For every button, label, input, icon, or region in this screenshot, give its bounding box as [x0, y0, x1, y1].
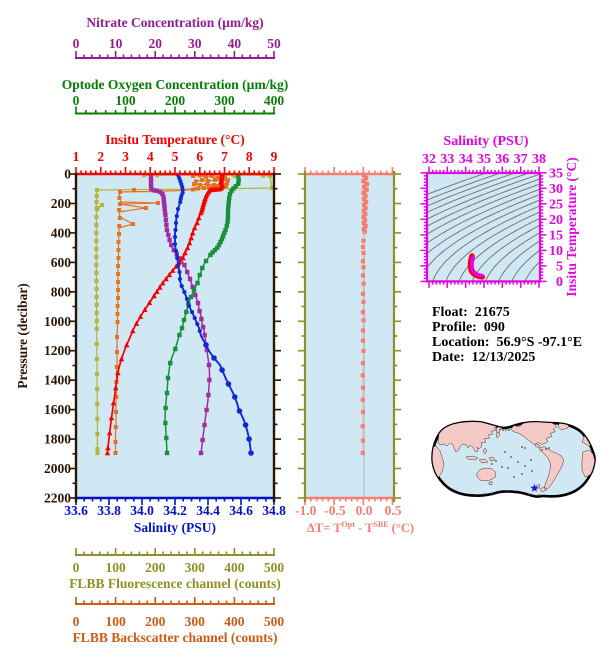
svg-text:32: 32 — [422, 152, 436, 167]
svg-text:100: 100 — [105, 560, 126, 575]
svg-text:Insitu Temperature (°C): Insitu Temperature (°C) — [105, 132, 244, 147]
svg-text:Profile: 090: Profile: 090 — [432, 320, 505, 335]
svg-text:0.5: 0.5 — [385, 503, 402, 518]
svg-text:35: 35 — [477, 152, 491, 167]
svg-text:Date: 12/13/2025: Date: 12/13/2025 — [432, 350, 535, 365]
svg-text:50: 50 — [267, 36, 281, 51]
svg-text:800: 800 — [51, 284, 72, 299]
svg-text:Float: 21675: Float: 21675 — [432, 305, 510, 320]
svg-text:400: 400 — [51, 225, 72, 240]
svg-text:33: 33 — [440, 152, 454, 167]
svg-text:400: 400 — [264, 93, 285, 108]
svg-text:Pressure (decibar): Pressure (decibar) — [15, 283, 30, 389]
svg-text:1800: 1800 — [44, 432, 71, 447]
svg-text:1000: 1000 — [44, 314, 71, 329]
svg-text:Nitrate Concentration (µm/kg): Nitrate Concentration (µm/kg) — [86, 15, 263, 30]
svg-text:3: 3 — [122, 149, 129, 164]
svg-text:0.0: 0.0 — [356, 503, 373, 518]
svg-text:Optode Oxygen Concentration (µ: Optode Oxygen Concentration (µm/kg) — [62, 77, 288, 92]
svg-text:8: 8 — [246, 149, 253, 164]
svg-text:400: 400 — [224, 560, 245, 575]
svg-text:1200: 1200 — [44, 343, 71, 358]
svg-text:10: 10 — [549, 244, 563, 259]
svg-text:0: 0 — [73, 614, 80, 629]
svg-text:25: 25 — [549, 197, 563, 212]
svg-text:33.6: 33.6 — [64, 503, 88, 518]
svg-text:FLBB Fluorescence channel (cou: FLBB Fluorescence channel (counts) — [69, 576, 281, 591]
svg-text:5: 5 — [172, 149, 179, 164]
svg-text:30: 30 — [188, 36, 202, 51]
svg-text:35: 35 — [549, 166, 563, 181]
svg-text:30: 30 — [549, 182, 563, 197]
svg-text:0: 0 — [73, 93, 80, 108]
svg-text:200: 200 — [145, 560, 166, 575]
svg-text:37: 37 — [514, 152, 528, 167]
svg-text:9: 9 — [271, 149, 278, 164]
svg-text:100: 100 — [105, 614, 126, 629]
svg-text:2200: 2200 — [44, 491, 71, 506]
svg-text:0: 0 — [64, 167, 71, 182]
svg-text:100: 100 — [115, 93, 136, 108]
svg-text:300: 300 — [185, 614, 206, 629]
svg-text:7: 7 — [221, 149, 228, 164]
svg-text:40: 40 — [228, 36, 242, 51]
svg-text:0: 0 — [73, 36, 80, 51]
svg-text:200: 200 — [51, 196, 72, 211]
svg-text:Location: 56.9°S -97.1°E: Location: 56.9°S -97.1°E — [432, 335, 582, 350]
svg-text:1400: 1400 — [44, 373, 71, 388]
svg-text:ΔT= TOpt - TSBE (°C): ΔT= TOpt - TSBE (°C) — [307, 520, 414, 535]
svg-text:33.8: 33.8 — [97, 503, 121, 518]
svg-text:34.8: 34.8 — [262, 503, 286, 518]
svg-text:400: 400 — [224, 614, 245, 629]
svg-text:300: 300 — [185, 560, 206, 575]
svg-text:Insitu Temperature (°C): Insitu Temperature (°C) — [564, 157, 579, 296]
svg-text:-1.0: -1.0 — [295, 503, 317, 518]
svg-text:6: 6 — [196, 149, 203, 164]
svg-text:2000: 2000 — [44, 461, 71, 476]
svg-text:Salinity (PSU): Salinity (PSU) — [134, 520, 216, 535]
svg-text:5: 5 — [556, 259, 563, 274]
svg-text:500: 500 — [264, 560, 285, 575]
svg-text:20: 20 — [549, 213, 563, 228]
svg-text:34.6: 34.6 — [229, 503, 253, 518]
svg-text:4: 4 — [147, 149, 154, 164]
svg-text:-0.5: -0.5 — [324, 503, 346, 518]
svg-text:34.2: 34.2 — [163, 503, 187, 518]
svg-text:2: 2 — [97, 149, 104, 164]
svg-text:10: 10 — [109, 36, 123, 51]
svg-text:0: 0 — [556, 275, 563, 290]
svg-text:500: 500 — [264, 614, 285, 629]
svg-text:1600: 1600 — [44, 402, 71, 417]
svg-text:200: 200 — [165, 93, 186, 108]
svg-text:0: 0 — [73, 560, 80, 575]
svg-text:300: 300 — [214, 93, 235, 108]
svg-text:36: 36 — [495, 152, 509, 167]
svg-text:FLBB Backscatter channel (coun: FLBB Backscatter channel (counts) — [73, 630, 278, 645]
svg-text:34.0: 34.0 — [130, 503, 154, 518]
svg-text:20: 20 — [148, 36, 162, 51]
svg-text:38: 38 — [532, 152, 546, 167]
svg-text:15: 15 — [549, 228, 563, 243]
svg-text:200: 200 — [145, 614, 166, 629]
svg-text:34.4: 34.4 — [196, 503, 220, 518]
svg-text:34: 34 — [459, 152, 473, 167]
svg-text:Salinity (PSU): Salinity (PSU) — [443, 134, 529, 149]
svg-text:600: 600 — [51, 255, 72, 270]
svg-text:1: 1 — [73, 149, 80, 164]
